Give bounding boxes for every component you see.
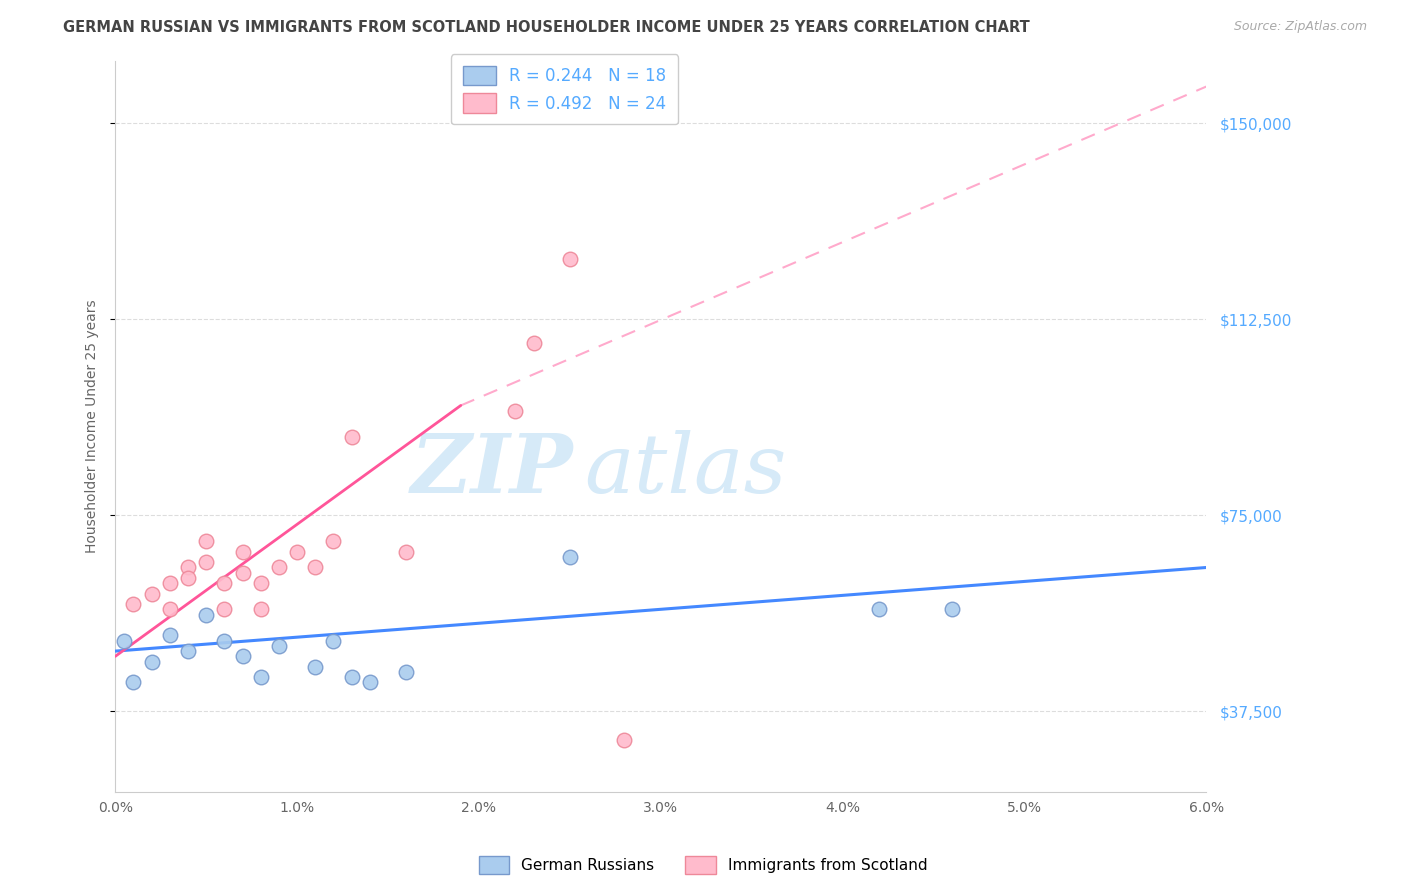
Point [112,633,135,648]
Text: ZIP: ZIP [411,430,574,510]
Point [613,733,636,747]
Point [159,576,181,591]
Point [249,576,271,591]
Legend: German Russians, Immigrants from Scotland: German Russians, Immigrants from Scotlan… [472,850,934,880]
Point [214,602,236,616]
Point [214,576,236,591]
Legend: R = 0.244   N = 18, R = 0.492   N = 24: R = 0.244 N = 18, R = 0.492 N = 24 [451,54,678,124]
Text: GERMAN RUSSIAN VS IMMIGRANTS FROM SCOTLAND HOUSEHOLDER INCOME UNDER 25 YEARS COR: GERMAN RUSSIAN VS IMMIGRANTS FROM SCOTLA… [63,20,1031,35]
Point [322,534,344,549]
Point [232,566,254,580]
Point [141,655,163,669]
Point [249,602,271,616]
Point [505,403,527,417]
Point [122,597,145,611]
Point [304,660,326,674]
Point [195,555,218,569]
Point [249,670,271,684]
Point [159,602,181,616]
Point [941,602,963,616]
Point [159,628,181,642]
Point [195,607,218,622]
Y-axis label: Householder Income Under 25 years: Householder Income Under 25 years [86,300,100,553]
Point [558,549,581,564]
Point [177,644,200,658]
Point [304,560,326,574]
Point [177,560,200,574]
Point [395,545,418,559]
Point [340,670,363,684]
Point [214,633,236,648]
Point [340,430,363,444]
Point [232,649,254,664]
Text: Source: ZipAtlas.com: Source: ZipAtlas.com [1233,20,1367,33]
Point [522,335,544,350]
Point [868,602,890,616]
Point [322,633,344,648]
Point [267,639,290,653]
Point [232,545,254,559]
Point [177,571,200,585]
Text: atlas: atlas [585,430,787,510]
Point [141,587,163,601]
Point [395,665,418,679]
Point [122,675,145,690]
Point [195,534,218,549]
Point [285,545,308,559]
Point [359,675,381,690]
Point [558,252,581,267]
Point [267,560,290,574]
